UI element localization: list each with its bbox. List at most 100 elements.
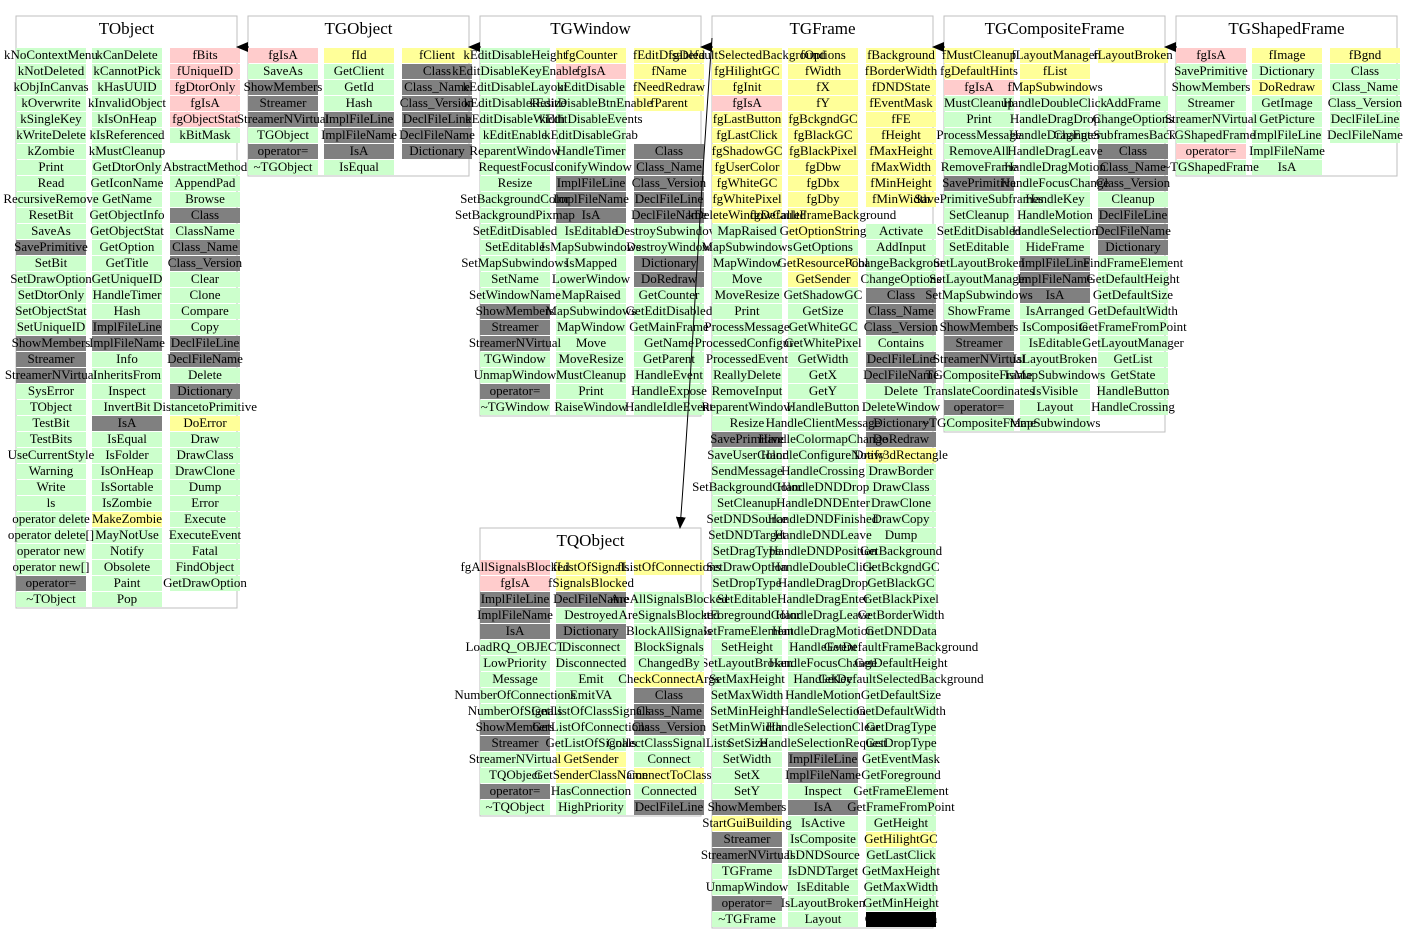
member-name: Class_Name: [404, 79, 470, 94]
member-name: fgLastButton: [713, 111, 782, 126]
member-name: GetShadowGC: [784, 287, 863, 302]
member-name: HandleClientMessage: [766, 415, 881, 430]
member-name: Delete: [884, 383, 918, 398]
member-cell: [712, 720, 782, 735]
member-cell: [866, 320, 936, 335]
member-cell: [170, 208, 240, 223]
member-cell: [556, 784, 626, 799]
member-cell: [634, 144, 704, 159]
member-name: MapSubwindows: [1009, 415, 1100, 430]
member-name: GetMaxWidth: [864, 879, 939, 894]
member-cell: [712, 528, 782, 543]
member-name: Class_Name: [1332, 79, 1398, 94]
member-name: fImage: [1269, 47, 1306, 62]
member-cell: [480, 624, 550, 639]
member-cell: [1020, 368, 1090, 383]
member-cell: [634, 208, 704, 223]
member-name: Streamer: [260, 95, 308, 110]
member-name: GetFrameFromPoint: [1079, 319, 1187, 334]
member-cell: [866, 816, 936, 831]
member-name: IconifyWindow: [550, 159, 632, 174]
member-cell: [1252, 144, 1322, 159]
member-cell: [1020, 80, 1090, 95]
member-cell: [480, 368, 550, 383]
member-name: Class_Version: [168, 255, 243, 270]
member-name: Draw: [191, 431, 220, 446]
member-cell: [788, 256, 858, 271]
member-name: GetWhiteGC: [789, 319, 858, 334]
member-cell: [16, 80, 86, 95]
member-name: SavePrimitive: [710, 431, 784, 446]
member-name: SetDropType: [712, 575, 781, 590]
member-cell: [712, 864, 782, 879]
member-name: GetHeight: [874, 815, 929, 830]
member-cell: [480, 672, 550, 687]
member-cell: [92, 160, 162, 175]
member-name: HandleFocusChange: [1001, 175, 1110, 190]
class-title: TGCompositeFrame: [985, 19, 1125, 38]
member-name: AddFrame: [1105, 95, 1161, 110]
member-name: TGCompositeFrame: [926, 367, 1033, 382]
member-cell: [92, 112, 162, 127]
member-cell: [170, 64, 240, 79]
member-cell: [16, 288, 86, 303]
member-name: GetMaxHeight: [862, 863, 940, 878]
member-cell: [788, 368, 858, 383]
member-cell: [16, 320, 86, 335]
member-cell: [1020, 224, 1090, 239]
member-cell: [866, 560, 936, 575]
member-cell: [248, 160, 318, 175]
member-name: Class_Version: [632, 719, 707, 734]
member-name: operator=: [722, 895, 773, 910]
member-cell: [788, 512, 858, 527]
member-name: StreamerNVirtual: [469, 335, 562, 350]
member-cell: [170, 448, 240, 463]
member-name: GetObjectInfo: [89, 207, 164, 222]
member-name: GetParent: [643, 351, 695, 366]
member-name: SetBackgroundColor: [460, 191, 570, 206]
member-name: GetBlackGC: [867, 575, 934, 590]
member-cell: [788, 416, 858, 431]
member-name: GetWhitePixel: [784, 335, 862, 350]
member-cell: [866, 832, 936, 847]
member-cell: [556, 576, 626, 591]
member-cell: [480, 688, 550, 703]
member-name: HandleDragDrop: [778, 575, 868, 590]
member-cell: [1098, 128, 1168, 143]
member-cell: [866, 64, 936, 79]
member-name: fgIsA: [1196, 47, 1226, 62]
member-name: HandleTimer: [557, 143, 627, 158]
member-cell: [634, 192, 704, 207]
member-name: Destroyed: [564, 607, 618, 622]
member-name: fgWhiteGC: [717, 175, 778, 190]
member-cell: [866, 160, 936, 175]
member-cell: [170, 560, 240, 575]
member-cell: [1098, 208, 1168, 223]
member-cell: [170, 304, 240, 319]
member-name: LowPriority: [483, 655, 547, 670]
member-name: fgIsA: [964, 79, 994, 94]
member-name: HandleDNDEnter: [776, 495, 871, 510]
member-name: HandleDragLeave: [1007, 143, 1103, 158]
member-name: Dump: [189, 479, 222, 494]
member-cell: [866, 880, 936, 895]
member-cell: [634, 640, 704, 655]
member-name: DeclFileName: [1095, 223, 1171, 238]
member-name: ImplFileName: [477, 607, 553, 622]
member-cell: [170, 544, 240, 559]
member-cell: [712, 176, 782, 191]
member-name: MustCleanup: [944, 95, 1014, 110]
member-name: SetForegroundColor: [694, 607, 802, 622]
member-cell: [92, 208, 162, 223]
member-name: IsSortable: [101, 479, 154, 494]
member-cell: [712, 592, 782, 607]
member-name: SetMaxWidth: [711, 687, 784, 702]
member-name: operator=: [490, 783, 541, 798]
member-name: Connected: [641, 783, 697, 798]
member-name: Cleanup: [1111, 191, 1154, 206]
member-cell: [866, 256, 936, 271]
member-name: GetSender: [796, 271, 852, 286]
member-name: IsMapSubwindows: [541, 239, 641, 254]
member-cell: [944, 176, 1014, 191]
member-cell: [866, 304, 936, 319]
